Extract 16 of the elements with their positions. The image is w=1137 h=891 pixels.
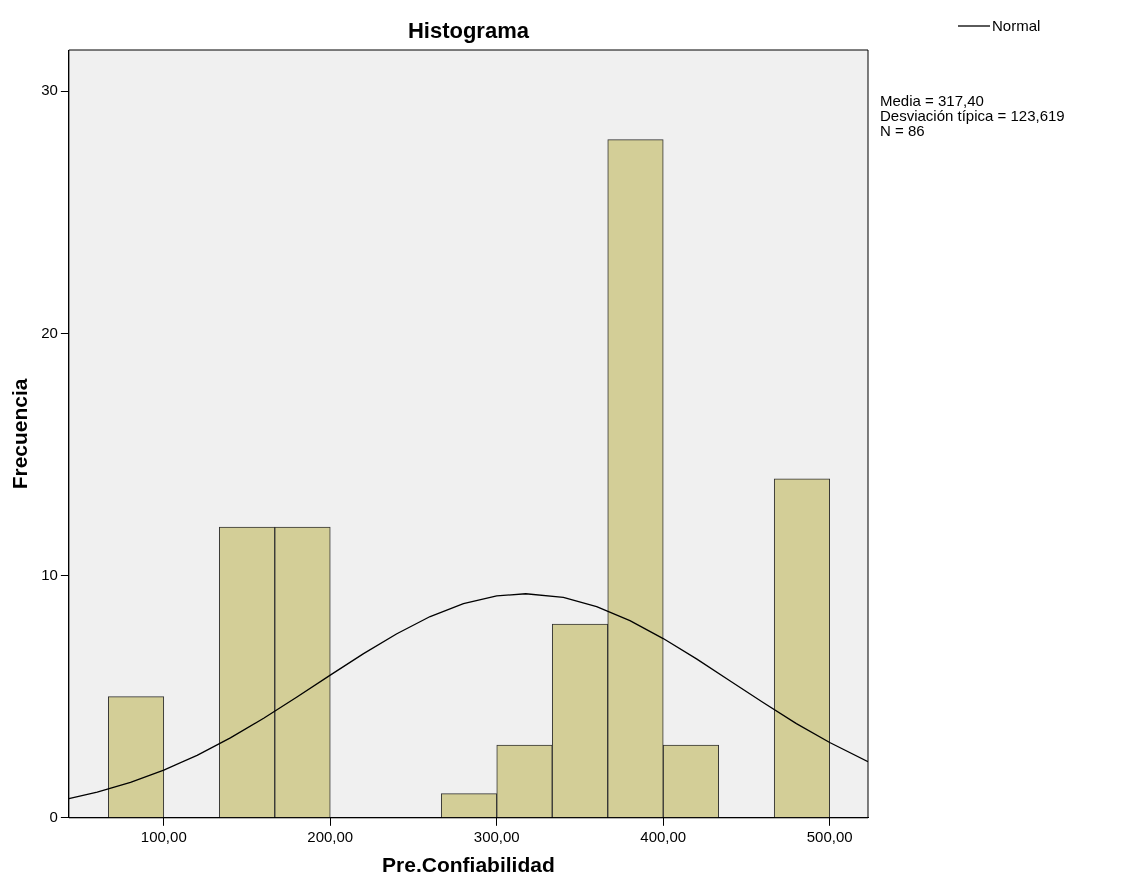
y-tick-label: 10 [41,565,58,583]
y-axis-title: Frecuencia [8,378,32,490]
x-tick-label: 500,00 [806,827,853,845]
x-tick-label: 200,00 [307,827,354,845]
y-tick-label: 20 [41,323,58,341]
y-tick-label: 30 [41,81,58,99]
text: Desviación típica = 123,619 [880,107,1065,124]
x-tick-label: 400,00 [640,827,687,845]
x-tick-label: 300,00 [473,827,520,845]
legend-label: Normal [992,17,1041,35]
x-axis-title: Pre.Confiabilidad [382,853,555,877]
text: N = 86 [880,122,925,139]
y-tick-label: 0 [49,807,58,825]
x-tick-label: 100,00 [140,827,187,845]
chart-title: Histograma [407,18,530,43]
text: Media = 317,40 [880,92,984,109]
